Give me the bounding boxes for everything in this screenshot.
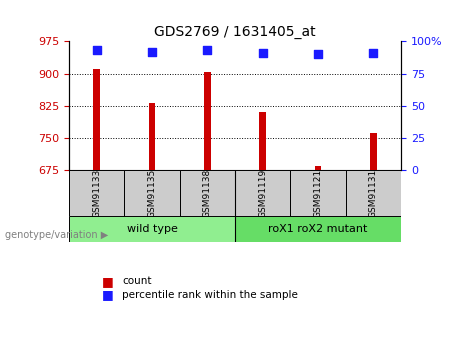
Text: genotype/variation ▶: genotype/variation ▶ <box>5 230 108 240</box>
Text: GSM91121: GSM91121 <box>313 168 323 218</box>
FancyBboxPatch shape <box>124 170 180 216</box>
Text: GSM91131: GSM91131 <box>369 168 378 218</box>
FancyBboxPatch shape <box>69 216 235 242</box>
Text: roX1 roX2 mutant: roX1 roX2 mutant <box>268 224 368 234</box>
Bar <box>149 102 155 170</box>
Point <box>259 50 266 56</box>
Bar <box>204 72 211 170</box>
Bar <box>94 69 100 170</box>
Text: ■: ■ <box>101 275 113 288</box>
Text: wild type: wild type <box>127 224 177 234</box>
Text: GSM91119: GSM91119 <box>258 168 267 218</box>
FancyBboxPatch shape <box>180 170 235 216</box>
Point <box>204 48 211 53</box>
FancyBboxPatch shape <box>235 216 401 242</box>
Bar <box>315 166 321 170</box>
Text: GSM91135: GSM91135 <box>148 168 157 218</box>
Text: GSM91133: GSM91133 <box>92 168 101 218</box>
Text: count: count <box>122 276 152 286</box>
Point <box>93 48 100 53</box>
Text: GSM91138: GSM91138 <box>203 168 212 218</box>
Text: percentile rank within the sample: percentile rank within the sample <box>122 290 298 300</box>
Point <box>314 51 322 57</box>
Bar <box>370 133 377 170</box>
Bar <box>260 111 266 170</box>
FancyBboxPatch shape <box>235 170 290 216</box>
Point <box>148 49 156 55</box>
FancyBboxPatch shape <box>346 170 401 216</box>
Point <box>370 50 377 56</box>
Text: ■: ■ <box>101 288 113 302</box>
Title: GDS2769 / 1631405_at: GDS2769 / 1631405_at <box>154 25 316 39</box>
FancyBboxPatch shape <box>290 170 346 216</box>
FancyBboxPatch shape <box>69 170 124 216</box>
